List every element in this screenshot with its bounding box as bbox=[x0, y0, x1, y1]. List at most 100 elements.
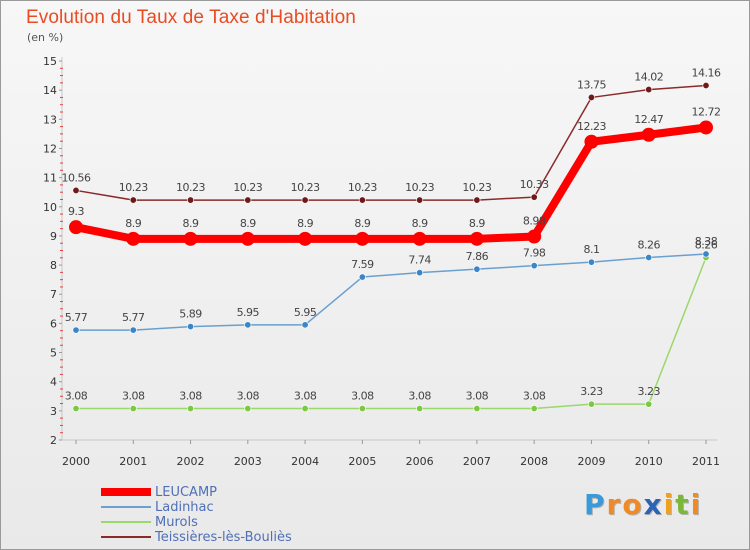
data-point bbox=[187, 196, 195, 204]
data-point bbox=[530, 262, 538, 270]
data-point bbox=[699, 120, 713, 135]
data-point bbox=[126, 231, 141, 246]
legend-label: Ladinhac bbox=[155, 500, 214, 515]
data-label: 12.23 bbox=[577, 120, 606, 133]
data-label: 8.9 bbox=[125, 217, 141, 230]
data-point bbox=[244, 196, 252, 204]
data-label: 8.38 bbox=[695, 235, 718, 248]
y-tick-label: 15 bbox=[43, 55, 57, 68]
data-point bbox=[584, 134, 599, 149]
data-label: 3.08 bbox=[65, 390, 88, 403]
data-point bbox=[298, 231, 313, 246]
data-point bbox=[69, 220, 83, 235]
x-tick-label: 2002 bbox=[177, 455, 205, 468]
x-tick-label: 2011 bbox=[692, 455, 720, 468]
brand-letter: o bbox=[622, 488, 644, 521]
data-label: 14.02 bbox=[634, 71, 663, 84]
data-point bbox=[72, 186, 80, 194]
data-point bbox=[645, 86, 653, 94]
data-label: 5.77 bbox=[65, 311, 88, 324]
x-tick-label: 2004 bbox=[291, 455, 319, 468]
data-label: 12.47 bbox=[634, 113, 663, 126]
data-point bbox=[587, 93, 595, 101]
x-tick-label: 2000 bbox=[62, 455, 90, 468]
brand-letter: i bbox=[690, 488, 703, 521]
proxiti-logo: Proxiti bbox=[584, 488, 702, 521]
data-label: 3.23 bbox=[580, 385, 603, 398]
x-tick-label: 2009 bbox=[577, 455, 605, 468]
data-label: 10.23 bbox=[233, 181, 262, 194]
legend-label: Teissières-lès-Bouliès bbox=[155, 530, 292, 545]
y-tick-label: 2 bbox=[50, 434, 57, 447]
data-point bbox=[355, 231, 370, 246]
x-tick-label: 2008 bbox=[520, 455, 548, 468]
data-label: 8.98 bbox=[523, 215, 546, 228]
chart-subtitle: (en %) bbox=[27, 31, 64, 44]
data-label: 3.08 bbox=[523, 390, 546, 403]
data-point bbox=[187, 323, 195, 331]
series-line-3 bbox=[75, 84, 707, 201]
data-label: 10.23 bbox=[119, 181, 148, 194]
data-point bbox=[301, 321, 309, 329]
x-tick-label: 2005 bbox=[348, 455, 376, 468]
y-tick-label: 4 bbox=[50, 376, 57, 389]
data-label: 3.08 bbox=[122, 390, 145, 403]
data-label: 10.33 bbox=[520, 178, 549, 191]
data-point bbox=[473, 265, 481, 273]
data-label: 8.9 bbox=[240, 217, 256, 230]
data-point bbox=[358, 273, 366, 281]
data-label: 10.23 bbox=[291, 181, 320, 194]
legend-swatch bbox=[101, 536, 151, 538]
data-label: 8.9 bbox=[412, 217, 428, 230]
brand-letter: r bbox=[606, 488, 623, 521]
data-point bbox=[645, 400, 653, 408]
data-point bbox=[412, 231, 427, 246]
y-tick-label: 11 bbox=[43, 172, 57, 185]
y-tick-label: 6 bbox=[50, 317, 57, 330]
data-point bbox=[244, 405, 252, 413]
x-tick-label: 2007 bbox=[463, 455, 491, 468]
y-tick-label: 7 bbox=[50, 288, 57, 301]
data-point bbox=[187, 405, 195, 413]
data-point bbox=[244, 321, 252, 329]
data-label: 10.56 bbox=[62, 171, 91, 184]
data-point bbox=[587, 400, 595, 408]
data-label: 8.26 bbox=[637, 238, 660, 251]
x-tick-label: 2006 bbox=[406, 455, 434, 468]
y-tick-label: 5 bbox=[50, 347, 57, 360]
data-label: 13.75 bbox=[577, 78, 606, 91]
data-point bbox=[416, 405, 424, 413]
data-label: 14.16 bbox=[692, 66, 721, 79]
data-point bbox=[72, 326, 80, 334]
data-label: 3.08 bbox=[294, 390, 317, 403]
data-label: 8.26 bbox=[695, 238, 718, 251]
data-label: 8.9 bbox=[183, 217, 199, 230]
data-label: 3.23 bbox=[637, 385, 660, 398]
data-point bbox=[358, 196, 366, 204]
data-label: 7.74 bbox=[408, 254, 431, 267]
brand-letter: x bbox=[643, 488, 664, 521]
data-point bbox=[240, 231, 255, 246]
data-point bbox=[702, 81, 710, 89]
data-point bbox=[530, 193, 538, 201]
data-point bbox=[129, 405, 137, 413]
data-point bbox=[183, 231, 198, 246]
data-point bbox=[473, 196, 481, 204]
data-point bbox=[527, 229, 542, 244]
data-label: 3.08 bbox=[351, 390, 374, 403]
y-tick-label: 9 bbox=[50, 230, 57, 243]
x-tick-label: 2010 bbox=[635, 455, 663, 468]
data-label: 5.77 bbox=[122, 311, 145, 324]
data-point bbox=[469, 231, 484, 246]
data-label: 10.23 bbox=[348, 181, 377, 194]
data-label: 10.23 bbox=[176, 181, 205, 194]
data-label: 7.98 bbox=[523, 247, 546, 260]
data-point bbox=[301, 196, 309, 204]
series-line-2 bbox=[75, 256, 707, 410]
data-label: 5.89 bbox=[179, 308, 202, 321]
data-label: 7.59 bbox=[351, 258, 374, 271]
data-point bbox=[416, 269, 424, 277]
data-point bbox=[301, 405, 309, 413]
legend-label: Murols bbox=[155, 515, 198, 530]
